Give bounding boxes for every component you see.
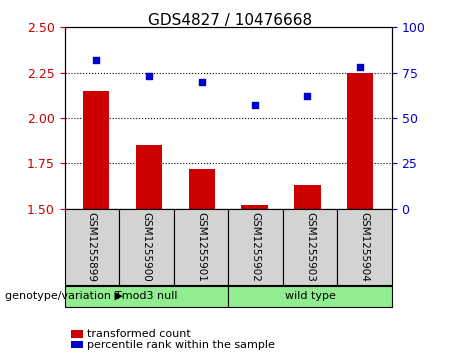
Point (251, 102, 258, 108)
Text: genotype/variation ▶: genotype/variation ▶ (5, 291, 123, 301)
Bar (242, 205, 268, 209)
Bar (189, 169, 215, 209)
Point (93, 57, 100, 63)
Text: wild type: wild type (284, 291, 336, 301)
Text: GSM1255903: GSM1255903 (305, 212, 315, 282)
Point (198, 79, 206, 85)
Text: GSM1255899: GSM1255899 (87, 212, 97, 282)
Text: transformed count: transformed count (87, 329, 190, 339)
Bar (294, 185, 320, 209)
Text: GSM1255902: GSM1255902 (250, 212, 260, 282)
Text: Tmod3 null: Tmod3 null (115, 291, 177, 301)
Point (145, 73, 153, 79)
Text: GSM1255901: GSM1255901 (196, 212, 206, 282)
Bar (136, 145, 162, 209)
Point (356, 64, 364, 70)
Bar (347, 73, 373, 209)
Text: GDS4827 / 10476668: GDS4827 / 10476668 (148, 13, 313, 28)
Text: GSM1255900: GSM1255900 (142, 212, 151, 282)
Text: percentile rank within the sample: percentile rank within the sample (87, 340, 275, 350)
Point (304, 93, 311, 99)
Bar (83, 91, 109, 209)
Text: GSM1255904: GSM1255904 (360, 212, 370, 282)
